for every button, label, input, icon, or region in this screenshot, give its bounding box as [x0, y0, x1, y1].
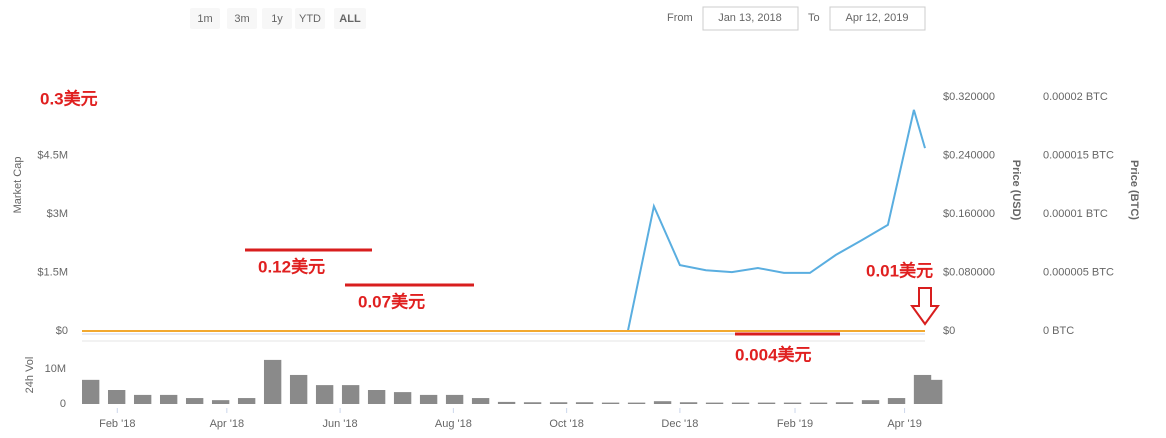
- volume-bar: [289, 374, 308, 404]
- x-tick-label: Dec '18: [661, 418, 698, 430]
- button-bg: [227, 8, 257, 29]
- annotation: 0.01美元: [866, 260, 933, 280]
- volume-bar: [757, 402, 776, 404]
- volume-bar: [549, 402, 568, 404]
- volume-bar: [835, 402, 854, 404]
- tick-label: $0.240000: [943, 149, 995, 161]
- volume-bar: [627, 402, 646, 404]
- tick-label: 0: [60, 398, 66, 410]
- tick-label: $0: [56, 325, 68, 337]
- volume-bar: [471, 398, 490, 404]
- volume-bar: [237, 398, 256, 404]
- to-date: Apr 12, 2019: [846, 12, 909, 24]
- volume-bar: [367, 390, 386, 404]
- volume-bar: [783, 402, 802, 404]
- x-tick-label: Oct '18: [549, 418, 584, 430]
- tick-label: $0.160000: [943, 208, 995, 220]
- tick-label: $3M: [47, 208, 68, 220]
- tick-label: $4.5M: [37, 149, 68, 161]
- axis-title: 24h Vol: [24, 357, 36, 394]
- volume-bar: [159, 394, 178, 404]
- volume-bar: [445, 394, 464, 404]
- annotation: 0.12美元: [258, 256, 325, 276]
- annotation: 0.07美元: [358, 291, 425, 311]
- annotation: 0.3美元: [40, 88, 98, 108]
- to-label: To: [808, 12, 820, 24]
- volume-bar: [705, 402, 724, 404]
- x-tick-label: Apr '19: [887, 418, 922, 430]
- button-label: ALL: [339, 13, 361, 25]
- from-label: From: [667, 12, 693, 24]
- volume-bar: [82, 379, 100, 404]
- button-label: 1m: [197, 13, 212, 25]
- annotation: 0.004美元: [735, 344, 812, 364]
- volume-bar: [575, 402, 594, 404]
- volume-bar: [393, 392, 412, 404]
- range-button[interactable]: YTD: [295, 8, 325, 29]
- volume-bar: [653, 401, 672, 404]
- volume-bar: [887, 398, 906, 404]
- button-bg: [262, 8, 292, 29]
- volume-bar: [731, 402, 750, 404]
- volume-bar: [861, 400, 880, 404]
- button-bg: [295, 8, 325, 29]
- tick-label: 0.000015 BTC: [1043, 149, 1114, 161]
- to-input[interactable]: [829, 6, 926, 31]
- volume-bar: [315, 385, 334, 404]
- tick-label: 0.000005 BTC: [1043, 266, 1114, 278]
- range-button[interactable]: ALL: [334, 8, 366, 29]
- axis-title: Price (USD): [1010, 160, 1022, 221]
- volume-bar: [211, 400, 230, 404]
- volume-bar: [263, 359, 282, 404]
- annotation-arrow: [910, 287, 940, 326]
- tick-label: 0 BTC: [1043, 325, 1074, 337]
- volume-bar: [679, 402, 698, 404]
- x-tick-label: Jun '18: [323, 418, 358, 430]
- tick-label: $1.5M: [37, 266, 68, 278]
- volume-bar: [925, 379, 943, 404]
- button-label: YTD: [299, 13, 321, 25]
- tick-label: 0.00002 BTC: [1043, 91, 1108, 103]
- axis-title: Price (BTC): [1128, 160, 1140, 220]
- x-tick-label: Feb '19: [777, 418, 813, 430]
- button-bg: [334, 8, 366, 29]
- range-button[interactable]: 1y: [262, 8, 292, 29]
- from-date: Jan 13, 2018: [718, 12, 782, 24]
- tick-label: $0.320000: [943, 91, 995, 103]
- volume-bar: [601, 402, 620, 404]
- tick-label: 0.00001 BTC: [1043, 208, 1108, 220]
- range-button[interactable]: 3m: [227, 8, 257, 29]
- tick-label: 10M: [45, 363, 66, 375]
- x-tick-label: Apr '18: [210, 418, 245, 430]
- axis-title: Market Cap: [12, 157, 24, 214]
- volume-bar: [523, 402, 542, 404]
- volume-bar: [497, 401, 516, 404]
- range-button[interactable]: 1m: [190, 8, 220, 29]
- tick-label: $0: [943, 325, 955, 337]
- volume-bar: [107, 390, 126, 404]
- volume-bar: [419, 394, 438, 404]
- button-label: 1y: [271, 13, 283, 25]
- tick-label: $0.080000: [943, 266, 995, 278]
- x-tick-label: Aug '18: [435, 418, 472, 430]
- volume-bar: [341, 385, 360, 404]
- button-bg: [190, 8, 220, 29]
- volume-bar: [809, 402, 828, 404]
- x-tick-label: Feb '18: [99, 418, 135, 430]
- button-label: 3m: [234, 13, 249, 25]
- volume-bar: [185, 398, 204, 404]
- from-input[interactable]: [702, 6, 799, 31]
- volume-bar: [133, 394, 152, 404]
